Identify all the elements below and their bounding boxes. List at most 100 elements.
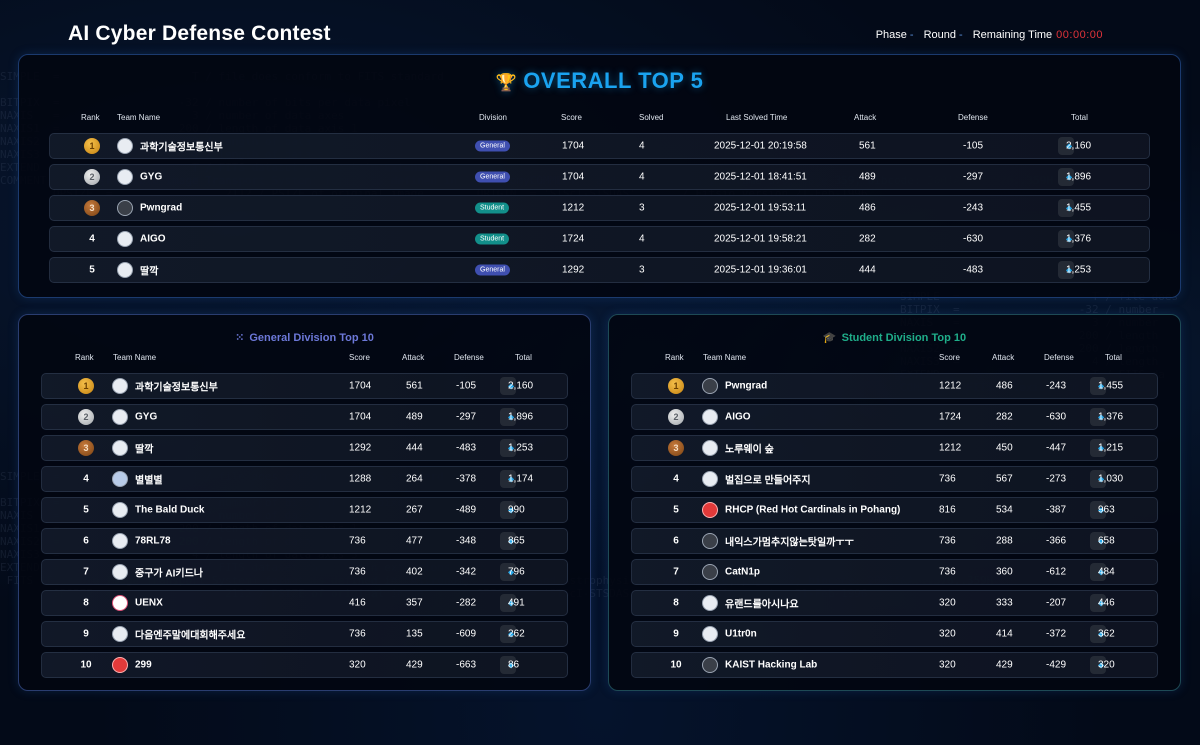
team-avatar — [702, 378, 718, 394]
team-name[interactable]: 내익스가멈추지않는탓일까ㅜㅜ — [725, 537, 854, 549]
attack-value: 567 — [996, 473, 1013, 485]
defense-value: -447 — [1046, 442, 1067, 454]
attack-value: 444 — [859, 264, 876, 276]
team-avatar — [112, 409, 128, 425]
team-name[interactable]: U1tr0n — [725, 628, 757, 640]
table-row[interactable]: 9 다음엔주말에대회해주세요 736 135 -609 ◆ 262 — [41, 621, 568, 647]
team-name[interactable]: GYG — [140, 171, 163, 183]
diamond-icon: ◆ — [1098, 505, 1105, 515]
total-box: ◆ 796 — [500, 563, 525, 581]
table-row[interactable]: 4 AIGO Student 1724 4 2025-12-01 19:58:2… — [49, 226, 1150, 252]
table-row[interactable]: 2 AIGO 1724 282 -630 ◆ 1,376 — [631, 404, 1158, 430]
team-name[interactable]: KAIST Hacking Lab — [725, 659, 818, 671]
total-value: 446 — [1098, 597, 1115, 609]
table-row[interactable]: 6 78RL78 736 477 -348 ◆ 865 — [41, 528, 568, 554]
rank-medal-silver: 2 — [84, 169, 100, 185]
score-value: 736 — [349, 566, 366, 578]
table-row[interactable]: 10 KAIST Hacking Lab 320 429 -429 ◆ 320 — [631, 652, 1158, 678]
team-name[interactable]: 딸깍 — [140, 266, 159, 278]
diamond-icon: ◆ — [1066, 203, 1073, 213]
team-name[interactable]: Pwngrad — [725, 380, 768, 392]
table-row[interactable]: 10 299 320 429 -663 ◆ 86 — [41, 652, 568, 678]
diamond-icon: ◆ — [508, 474, 515, 484]
team-name[interactable]: 과학기술정보통신부 — [140, 142, 223, 154]
total-box: ◆ 491 — [500, 594, 525, 612]
score-value: 1212 — [939, 380, 962, 392]
team-avatar — [117, 200, 133, 216]
team-name[interactable]: RHCP (Red Hot Cardinals in Pohang) — [725, 504, 901, 516]
total-box: ◆ 1,896 — [500, 408, 533, 426]
team-name[interactable]: GYG — [135, 411, 158, 423]
total-value: 963 — [1098, 504, 1115, 516]
table-row[interactable]: 3 Pwngrad Student 1212 3 2025-12-01 19:5… — [49, 195, 1150, 221]
rank-medal-bronze: 3 — [84, 200, 100, 216]
table-row[interactable]: 6 내익스가멈추지않는탓일까ㅜㅜ 736 288 -366 ◆ 658 — [631, 528, 1158, 554]
total-box: ◆ 1,455 — [1090, 377, 1123, 395]
table-row[interactable]: 1 Pwngrad 1212 486 -243 ◆ 1,455 — [631, 373, 1158, 399]
diamond-icon: ◆ — [508, 598, 515, 608]
remaining-time-status: Remaining Time 00:00:00 — [972, 29, 1103, 41]
attack-value: 486 — [996, 380, 1013, 392]
diamond-icon: ◆ — [1098, 660, 1105, 670]
col-rank: Rank — [75, 353, 94, 362]
attack-value: 333 — [996, 597, 1013, 609]
total-value: 1,253 — [508, 442, 534, 454]
student-division-panel: 🎓 Student Division Top 10 Rank Team Name … — [608, 314, 1181, 691]
team-name[interactable]: 별별별 — [135, 475, 163, 487]
table-row[interactable]: 3 노루웨이 숲 1212 450 -447 ◆ 1,215 — [631, 435, 1158, 461]
team-name[interactable]: 중구가 AI키드나 — [135, 568, 203, 580]
table-row[interactable]: 1 과학기술정보통신부 General 1704 4 2025-12-01 20… — [49, 133, 1150, 159]
team-name[interactable]: CatN1p — [725, 566, 761, 578]
overall-title: 🏆 OVERALL TOP 5 — [495, 68, 704, 93]
defense-value: -366 — [1046, 535, 1067, 547]
table-row[interactable]: 1 과학기술정보통신부 1704 561 -105 ◆ 2,160 — [41, 373, 568, 399]
team-name[interactable]: The Bald Duck — [135, 504, 205, 516]
table-row[interactable]: 3 딸깍 1292 444 -483 ◆ 1,253 — [41, 435, 568, 461]
table-row[interactable]: 7 중구가 AI키드나 736 402 -342 ◆ 796 — [41, 559, 568, 585]
table-row[interactable]: 4 벌집으로 만들어주지 736 567 -273 ◆ 1,030 — [631, 466, 1158, 492]
defense-value: -105 — [456, 380, 477, 392]
table-row[interactable]: 4 별별별 1288 264 -378 ◆ 1,174 — [41, 466, 568, 492]
table-row[interactable]: 8 UENX 416 357 -282 ◆ 491 — [41, 590, 568, 616]
diamond-icon: ◆ — [1098, 381, 1105, 391]
defense-value: -489 — [456, 504, 477, 516]
defense-value: -609 — [456, 628, 477, 640]
table-row[interactable]: 5 RHCP (Red Hot Cardinals in Pohang) 816… — [631, 497, 1158, 523]
defense-value: -273 — [1046, 473, 1067, 485]
table-row[interactable]: 9 U1tr0n 320 414 -372 ◆ 362 — [631, 621, 1158, 647]
rank-number: 9 — [673, 628, 679, 640]
total-value: 1,215 — [1098, 442, 1124, 454]
table-row[interactable]: 5 딸깍 General 1292 3 2025-12-01 19:36:01 … — [49, 257, 1150, 283]
total-value: 1,455 — [1098, 380, 1124, 392]
team-name[interactable]: 과학기술정보통신부 — [135, 382, 218, 394]
table-row[interactable]: 2 GYG 1704 489 -297 ◆ 1,896 — [41, 404, 568, 430]
team-name[interactable]: 유랜드를아시나요 — [725, 599, 799, 611]
phase-status: Phase - — [875, 29, 914, 41]
diamond-icon: ◆ — [1098, 567, 1105, 577]
table-row[interactable]: 7 CatN1p 736 360 -612 ◆ 484 — [631, 559, 1158, 585]
total-box: ◆ 1,174 — [500, 470, 533, 488]
team-name[interactable]: 다음엔주말에대회해주세요 — [135, 630, 246, 642]
team-name[interactable]: UENX — [135, 597, 163, 609]
team-name[interactable]: 벌집으로 만들어주지 — [725, 475, 811, 487]
team-name[interactable]: 78RL78 — [135, 535, 171, 547]
overall-top5-panel: 🏆 OVERALL TOP 5 Rank Team Name Division S… — [18, 54, 1181, 298]
rank-medal-silver: 2 — [668, 409, 684, 425]
table-row[interactable]: 8 유랜드를아시나요 320 333 -207 ◆ 446 — [631, 590, 1158, 616]
col-attack: Attack — [402, 353, 425, 362]
team-name[interactable]: 딸깍 — [135, 444, 154, 456]
team-avatar — [117, 231, 133, 247]
total-value: 86 — [508, 659, 520, 671]
rank-medal-gold: 1 — [84, 138, 100, 154]
total-box: ◆ 990 — [500, 501, 525, 519]
team-name[interactable]: 299 — [135, 659, 152, 671]
team-name[interactable]: AIGO — [140, 233, 166, 245]
team-avatar — [112, 440, 128, 456]
team-name[interactable]: 노루웨이 숲 — [725, 444, 774, 456]
header: AI Cyber Defense Contest Phase - Round - R… — [0, 0, 1200, 52]
table-row[interactable]: 5 The Bald Duck 1212 267 -489 ◆ 990 — [41, 497, 568, 523]
team-name[interactable]: Pwngrad — [140, 202, 183, 214]
score-value: 320 — [939, 597, 956, 609]
table-row[interactable]: 2 GYG General 1704 4 2025-12-01 18:41:51… — [49, 164, 1150, 190]
team-name[interactable]: AIGO — [725, 411, 751, 423]
